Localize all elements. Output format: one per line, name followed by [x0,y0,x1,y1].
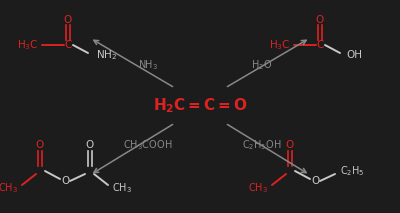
Text: CH$_3$COOH: CH$_3$COOH [123,138,173,152]
Text: O: O [311,176,319,186]
Text: CH$_3$: CH$_3$ [112,181,132,195]
Text: O: O [86,140,94,150]
Text: H$_3$C: H$_3$C [17,38,39,52]
Text: O: O [61,176,69,186]
Text: C: C [64,40,72,50]
Text: NH$_3$: NH$_3$ [138,58,158,72]
Text: H$_2$O: H$_2$O [251,58,273,72]
Text: OH: OH [346,50,362,60]
Text: C$_2$H$_5$OH: C$_2$H$_5$OH [242,138,282,152]
Text: H$_3$C: H$_3$C [269,38,291,52]
Text: O: O [316,15,324,25]
Text: NH$_2$: NH$_2$ [96,48,117,62]
Text: O: O [64,15,72,25]
Text: CH$_3$: CH$_3$ [248,181,268,195]
Text: CH$_3$: CH$_3$ [0,181,18,195]
Text: O: O [286,140,294,150]
Text: C$_2$H$_5$: C$_2$H$_5$ [340,164,365,178]
Text: C: C [316,40,324,50]
Text: O: O [36,140,44,150]
Text: $\mathbf{H_2C=C=O}$: $\mathbf{H_2C=C=O}$ [152,97,248,115]
